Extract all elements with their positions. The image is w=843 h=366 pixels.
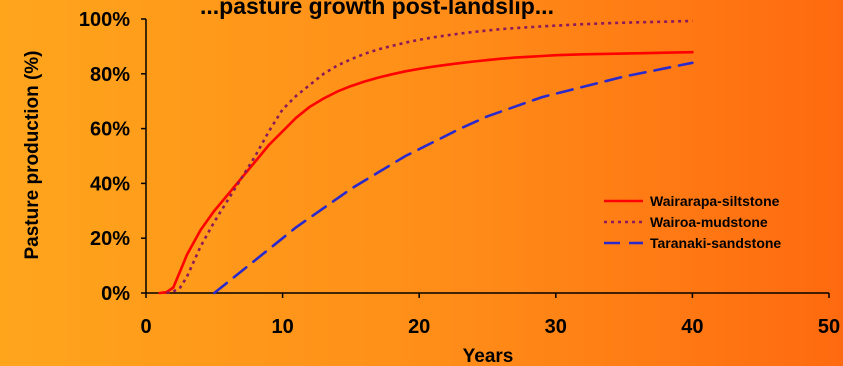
- x-tick-label: 50: [818, 316, 840, 338]
- x-tick-label: 30: [545, 316, 567, 338]
- series-line-wairarapa-siltstone: [158, 50, 694, 295]
- y-axis-title-group: Pasture production (%): [22, 50, 43, 259]
- y-tick-label: 0%: [101, 283, 130, 305]
- legend-label: Wairarapa-siltstone: [650, 193, 780, 209]
- x-tick-label: 0: [140, 316, 151, 338]
- y-axis-title: Pasture production (%): [22, 50, 43, 259]
- y-tick-label: 20%: [90, 228, 130, 250]
- series-line-taranaki-sandstone: [213, 61, 694, 295]
- series-lines: [158, 19, 694, 295]
- y-tick-label: 100%: [79, 9, 130, 31]
- legend-label: Wairoa-mudstone: [650, 214, 768, 230]
- legend: Wairarapa-siltstone Wairoa-mudstone Tarana…: [604, 193, 781, 251]
- x-tick-label: 40: [681, 316, 703, 338]
- y-tick-label: 60%: [90, 119, 130, 141]
- y-tick-label: 80%: [90, 64, 130, 86]
- y-tick-label: 40%: [90, 173, 130, 195]
- x-tick-label: 20: [408, 316, 430, 338]
- x-tick-label: 10: [271, 316, 293, 338]
- series-line-wairoa-mudstone: [166, 19, 693, 295]
- legend-label: Taranaki-sandstone: [650, 235, 781, 251]
- axes: [141, 18, 830, 298]
- chart-title: ...pasture growth post-landslip...: [200, 0, 554, 19]
- x-axis-title: Years: [463, 346, 514, 366]
- tick-labels: 0 10 20 30 40 50 0% 20% 40% 60% 80% 100%: [79, 9, 840, 338]
